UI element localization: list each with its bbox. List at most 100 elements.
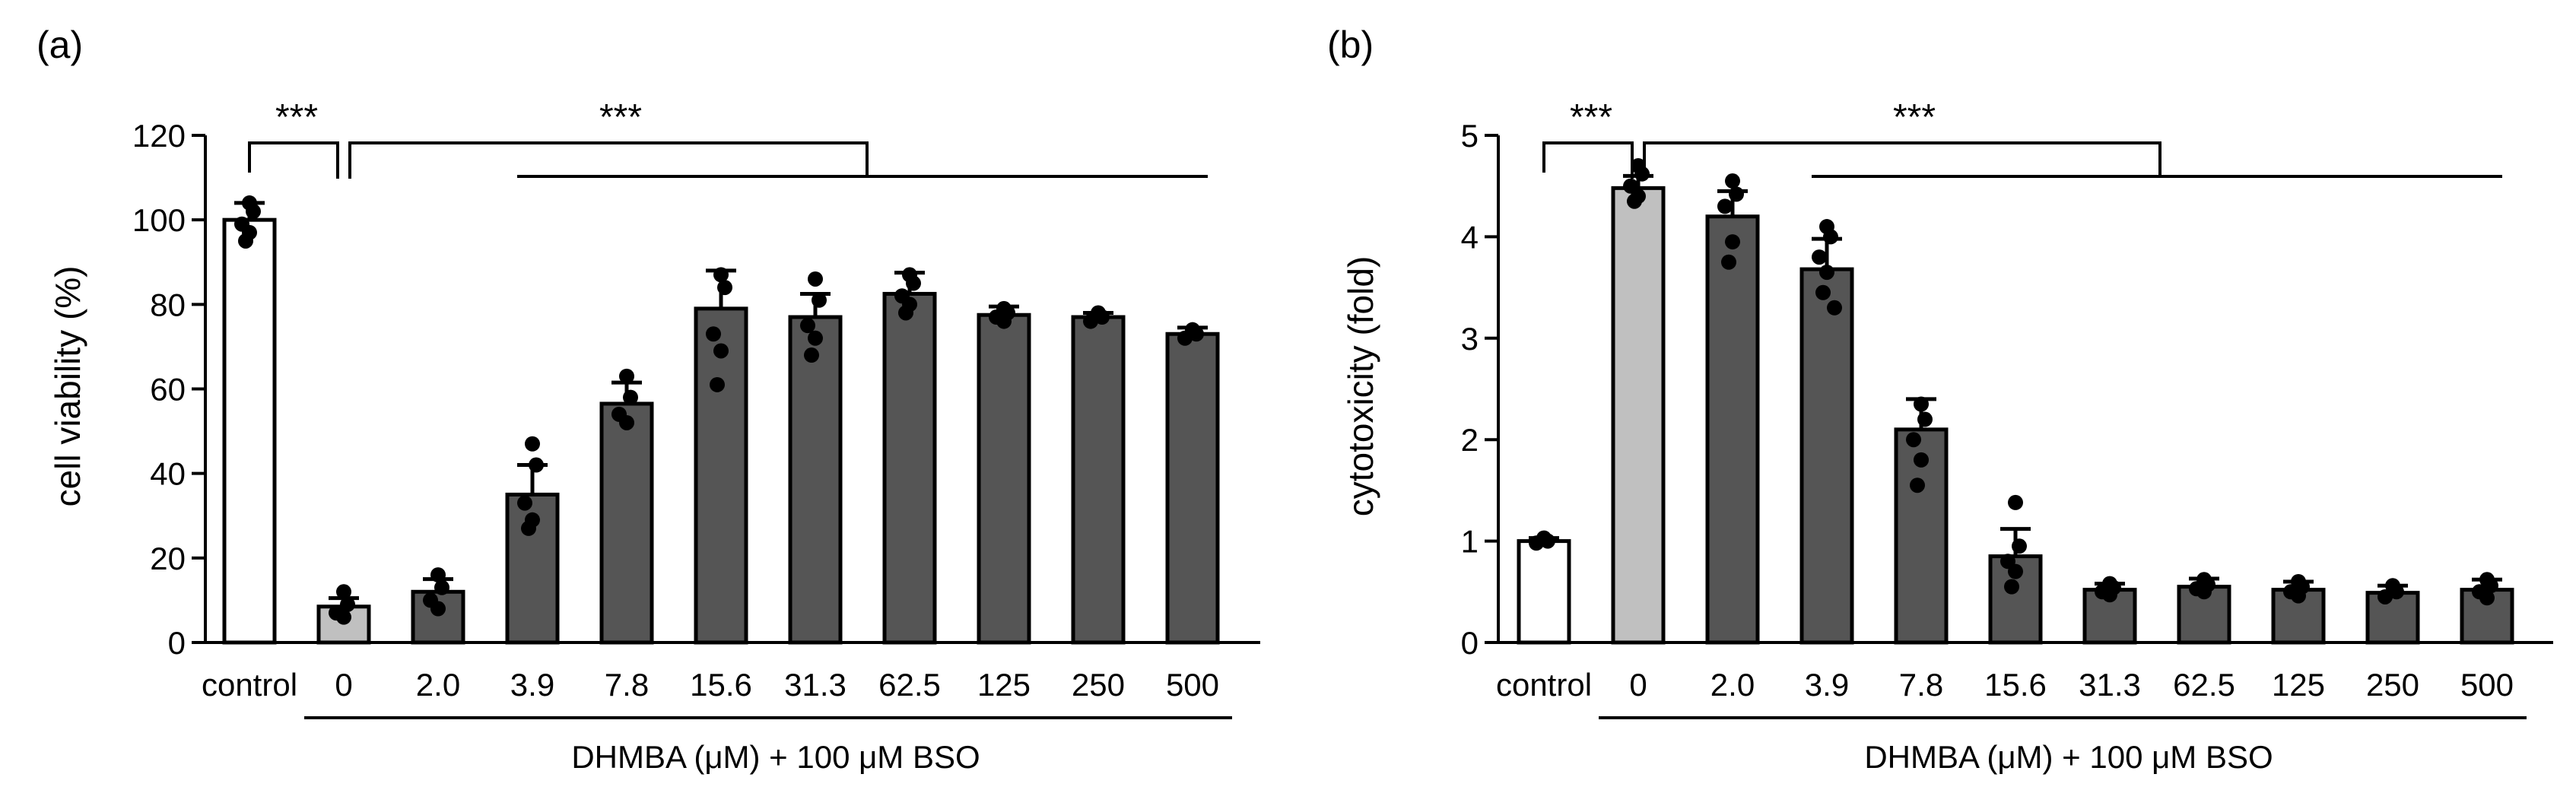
significance-bracket (1542, 141, 1634, 179)
data-point (1717, 198, 1733, 214)
bar (694, 306, 748, 645)
bar (788, 315, 843, 645)
data-point (1721, 254, 1736, 270)
category-label: 3.9 (1805, 667, 1849, 703)
category-label: 31.3 (784, 667, 846, 703)
data-point (430, 567, 446, 583)
data-point (800, 318, 815, 334)
category-label: control (1496, 667, 1592, 703)
y-axis-label: cytotoxicity (fold) (1341, 256, 1380, 517)
category-label: 7.8 (605, 667, 649, 703)
bar (1165, 332, 1220, 645)
data-point (1529, 535, 1544, 551)
y-axis-label: cell viability (%) (48, 266, 87, 507)
data-point (2196, 584, 2212, 600)
significance-label: *** (1570, 97, 1612, 138)
y-tick-label: 20 (150, 541, 186, 576)
y-tick-label: 120 (132, 118, 186, 154)
y-tick-label: 60 (150, 372, 186, 408)
data-point (1729, 186, 1744, 202)
data-point (2291, 588, 2306, 604)
data-point (717, 280, 732, 296)
data-point (525, 436, 540, 452)
data-point (1627, 193, 1642, 209)
category-label: 125 (2272, 667, 2325, 703)
data-point (340, 596, 355, 612)
data-point (1540, 533, 1555, 549)
data-point (706, 326, 721, 342)
data-point (238, 233, 253, 249)
data-point (1083, 313, 1098, 329)
data-point (1189, 326, 1204, 342)
category-label: 7.8 (1899, 667, 1943, 703)
y-tick-label: 80 (150, 287, 186, 322)
panel-label: (a) (37, 24, 83, 66)
data-point (1917, 411, 1933, 427)
category-label: 3.9 (510, 667, 554, 703)
panel-label: (b) (1327, 24, 1374, 66)
bar (599, 401, 654, 645)
data-point (517, 495, 532, 511)
bar (411, 589, 465, 645)
category-label: 125 (977, 667, 1031, 703)
data-point (623, 389, 638, 405)
y-tick-label: 0 (168, 625, 186, 661)
data-point (713, 267, 729, 283)
data-point (434, 579, 449, 595)
data-point (1823, 229, 1838, 245)
data-point (1725, 234, 1740, 250)
category-label: 2.0 (1710, 667, 1755, 703)
category-label: 15.6 (690, 667, 752, 703)
bar (222, 217, 277, 645)
data-point (1812, 249, 1827, 265)
category-label: 15.6 (1984, 667, 2047, 703)
significance-label: *** (275, 97, 318, 138)
data-point (1819, 265, 1834, 281)
data-point (2389, 584, 2404, 600)
panel-b: (b) cytotoxicity (fold) DHMBA (μM) + 100… (1327, 24, 2553, 775)
category-label: 31.3 (2079, 667, 2141, 703)
data-point (1815, 284, 1831, 300)
category-label: 2.0 (416, 667, 460, 703)
bar (1071, 315, 1126, 645)
category-label: 250 (2366, 667, 2419, 703)
data-point (1634, 166, 1650, 182)
y-tick-label: 4 (1461, 219, 1479, 255)
panel-a: (a) cell viability (%) DHMBA (μM) + 100 … (37, 24, 1260, 775)
category-label: 250 (1072, 667, 1125, 703)
y-tick-label: 100 (132, 202, 186, 238)
significance-label: *** (1893, 97, 1936, 138)
data-point (808, 271, 823, 287)
data-point (996, 313, 1012, 329)
data-point (906, 275, 921, 291)
data-point (804, 347, 819, 363)
bar (2365, 591, 2420, 645)
bar (1517, 539, 1571, 645)
data-point (1906, 432, 1921, 448)
data-point (619, 414, 634, 430)
category-label: 500 (2460, 667, 2514, 703)
category-label: 500 (1166, 667, 1219, 703)
x-axis-label: DHMBA (μM) + 100 μM BSO (1864, 739, 2273, 775)
bar (882, 291, 937, 645)
bar (1799, 267, 1854, 645)
y-tick-label: 0 (1461, 625, 1479, 661)
data-point (619, 368, 634, 384)
data-point (713, 343, 729, 359)
data-point (1725, 173, 1740, 189)
data-point (336, 584, 351, 600)
data-point (2008, 563, 2023, 579)
data-point (529, 457, 544, 473)
data-point (710, 376, 725, 392)
data-point (2012, 538, 2027, 554)
y-tick-label: 3 (1461, 321, 1479, 357)
data-point (2102, 587, 2117, 603)
category-label: 62.5 (878, 667, 941, 703)
significance-bracket (1643, 141, 2161, 179)
data-point (2479, 590, 2495, 606)
data-point (898, 305, 913, 321)
y-tick-label: 2 (1461, 422, 1479, 458)
data-point (1914, 452, 1929, 468)
data-point (430, 601, 446, 617)
x-axis-label: DHMBA (μM) + 100 μM BSO (571, 739, 980, 775)
